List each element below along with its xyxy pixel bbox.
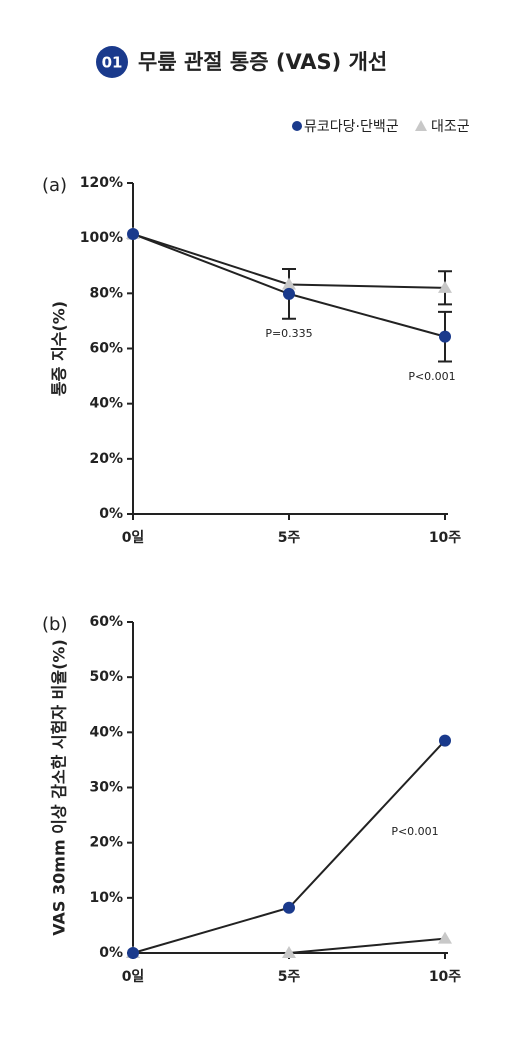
point xyxy=(439,330,451,343)
point xyxy=(282,946,296,958)
annotation: P<0.001 xyxy=(408,370,455,383)
y-tick-label: 120% xyxy=(80,175,123,191)
y-tick-label: 0% xyxy=(99,506,123,522)
point xyxy=(282,277,296,290)
title: 무릎 관절 통증 (VAS) 개선 xyxy=(138,50,387,74)
point xyxy=(439,734,451,747)
point xyxy=(283,287,295,300)
y-axis-label: 통증 지수(%) xyxy=(50,301,69,396)
legend-label: 뮤코다당·단백군 xyxy=(304,119,399,135)
legend-label: 대조군 xyxy=(431,119,470,135)
y-tick-label: 60% xyxy=(89,341,123,357)
panel-label: (b) xyxy=(42,614,67,635)
x-tick-label: 0일 xyxy=(122,530,145,546)
y-tick-label: 30% xyxy=(89,780,123,796)
x-tick-label: 10주 xyxy=(429,530,461,546)
y-tick-label: 50% xyxy=(89,669,123,685)
x-tick-label: 0일 xyxy=(122,969,145,985)
point xyxy=(127,947,139,959)
point xyxy=(438,280,452,293)
annotation: P<0.001 xyxy=(391,825,438,838)
y-tick-label: 100% xyxy=(80,230,123,246)
y-tick-label: 20% xyxy=(89,835,123,851)
y-tick-label: 80% xyxy=(89,285,123,301)
series-line xyxy=(132,739,446,954)
x-tick-label: 10주 xyxy=(429,969,461,985)
y-tick-label: 40% xyxy=(89,724,123,740)
legend-marker xyxy=(415,120,427,131)
x-tick-label: 5주 xyxy=(278,530,301,546)
y-tick-label: 60% xyxy=(89,614,123,630)
point xyxy=(283,901,295,914)
annotation: P=0.335 xyxy=(265,327,312,340)
badge-text: 01 xyxy=(102,54,123,72)
y-tick-label: 0% xyxy=(99,945,123,961)
y-axis-label: VAS 30mm 이상 감소한 시험자 비율(%) xyxy=(50,639,69,936)
point xyxy=(438,931,452,944)
point xyxy=(127,228,139,241)
legend-marker xyxy=(292,121,302,131)
y-tick-label: 10% xyxy=(89,890,123,906)
x-tick-label: 5주 xyxy=(278,969,301,985)
y-tick-label: 20% xyxy=(89,451,123,467)
y-tick-label: 40% xyxy=(89,396,123,412)
panel-label: (a) xyxy=(42,175,67,196)
badge xyxy=(96,46,128,78)
